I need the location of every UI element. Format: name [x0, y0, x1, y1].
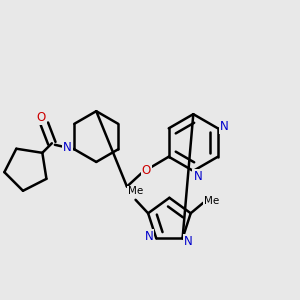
- Text: N: N: [144, 230, 153, 243]
- Text: N: N: [194, 170, 202, 183]
- Text: O: O: [37, 111, 46, 124]
- Text: Me: Me: [204, 196, 219, 206]
- Text: N: N: [184, 236, 192, 248]
- Text: Me: Me: [128, 187, 143, 196]
- Text: N: N: [220, 120, 229, 134]
- Text: O: O: [142, 164, 151, 177]
- Text: N: N: [63, 141, 72, 154]
